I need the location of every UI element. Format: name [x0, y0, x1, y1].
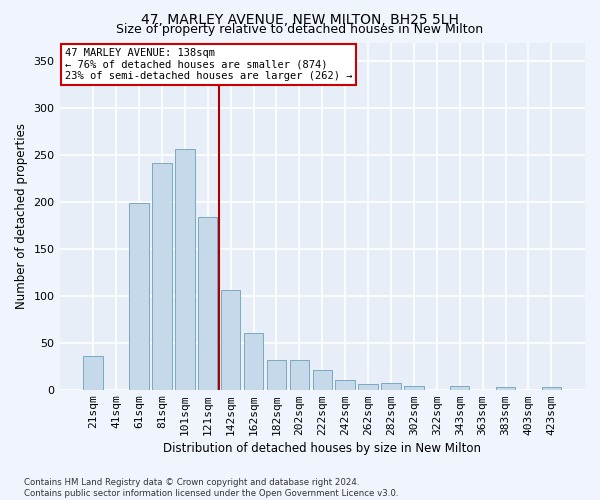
- Bar: [198, 217, 217, 390]
- Bar: [221, 290, 241, 390]
- Text: Contains HM Land Registry data © Crown copyright and database right 2024.
Contai: Contains HM Land Registry data © Crown c…: [24, 478, 398, 498]
- Y-axis label: Number of detached properties: Number of detached properties: [15, 123, 28, 309]
- Text: 47, MARLEY AVENUE, NEW MILTON, BH25 5LH: 47, MARLEY AVENUE, NEW MILTON, BH25 5LH: [141, 12, 459, 26]
- Bar: [152, 162, 172, 390]
- Bar: [83, 356, 103, 390]
- Bar: [381, 383, 401, 390]
- Bar: [267, 360, 286, 390]
- Bar: [129, 203, 149, 390]
- Bar: [244, 334, 263, 390]
- Bar: [450, 386, 469, 390]
- X-axis label: Distribution of detached houses by size in New Milton: Distribution of detached houses by size …: [163, 442, 481, 455]
- Bar: [313, 370, 332, 390]
- Bar: [335, 380, 355, 390]
- Bar: [358, 384, 378, 390]
- Bar: [290, 360, 309, 390]
- Bar: [496, 387, 515, 390]
- Bar: [404, 386, 424, 390]
- Bar: [175, 148, 194, 390]
- Text: Size of property relative to detached houses in New Milton: Size of property relative to detached ho…: [116, 24, 484, 36]
- Text: 47 MARLEY AVENUE: 138sqm
← 76% of detached houses are smaller (874)
23% of semi-: 47 MARLEY AVENUE: 138sqm ← 76% of detach…: [65, 48, 352, 81]
- Bar: [542, 387, 561, 390]
